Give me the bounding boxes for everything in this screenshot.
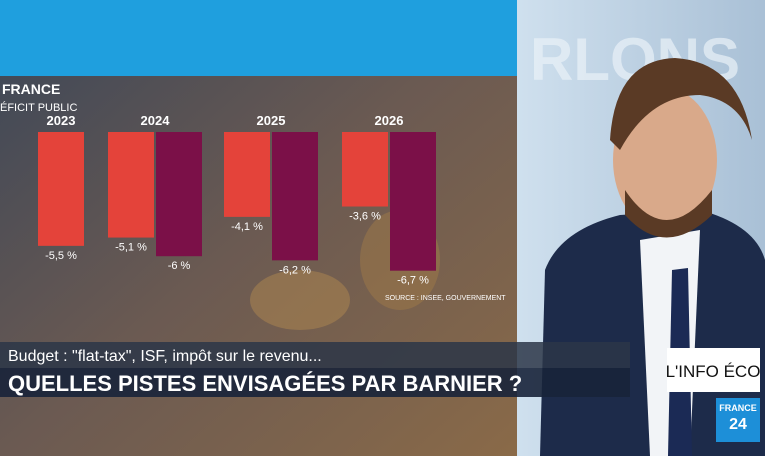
x-tick-label: 2024 bbox=[141, 113, 171, 128]
value-label: -6,7 % bbox=[397, 275, 429, 287]
x-tick-label: 2023 bbox=[47, 113, 76, 128]
bar bbox=[224, 132, 270, 217]
kicker-band bbox=[0, 342, 630, 368]
presenter-beard bbox=[625, 190, 712, 238]
channel-number: 24 bbox=[729, 416, 747, 433]
bar bbox=[342, 132, 388, 207]
value-label: -5,1 % bbox=[115, 242, 147, 254]
plot: 2023 -5,5 % 2024 -5,1 % -6 % 2025 -4,1 % -6,2 %… bbox=[38, 113, 436, 287]
segment-box bbox=[667, 348, 760, 392]
x-tick-label: 2025 bbox=[257, 113, 286, 128]
value-label: -4,1 % bbox=[231, 221, 263, 233]
bar bbox=[108, 132, 154, 238]
chart-source: SOURCE : INSEE, GOUVERNEMENT bbox=[385, 295, 506, 302]
value-label: -3,6 % bbox=[349, 211, 381, 223]
chart-title: FRANCE bbox=[2, 81, 60, 97]
bar bbox=[38, 132, 84, 246]
bar bbox=[156, 132, 202, 257]
channel-logo bbox=[716, 398, 760, 442]
bar bbox=[390, 132, 436, 271]
coins-blur bbox=[250, 270, 350, 330]
headline-band bbox=[0, 368, 630, 397]
segment-label: L'INFO ÉCO bbox=[666, 362, 761, 381]
banner-kicker: Budget : "flat-tax", ISF, impôt sur le r… bbox=[8, 348, 322, 365]
value-label: -5,5 % bbox=[45, 250, 77, 262]
bar bbox=[272, 132, 318, 261]
x-tick-label: 2026 bbox=[375, 113, 404, 128]
value-label: -6 % bbox=[168, 260, 191, 272]
presenter-hair bbox=[610, 58, 752, 150]
top-band bbox=[0, 0, 517, 76]
presenter-face bbox=[613, 88, 717, 232]
chart-subtitle: ÉFICIT PUBLIC bbox=[0, 101, 77, 114]
banner-headline: QUELLES PISTES ENVISAGÉES PAR BARNIER ? bbox=[8, 371, 522, 396]
channel-name: FRANCE bbox=[719, 403, 757, 413]
value-label: -6,2 % bbox=[279, 264, 311, 276]
